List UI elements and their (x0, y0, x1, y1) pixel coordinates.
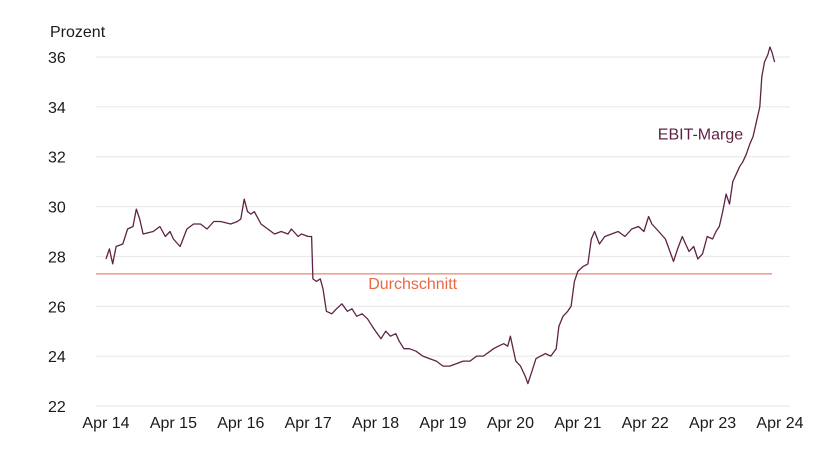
y-tick-label-26: 26 (48, 299, 66, 316)
x-tick-label-3: Apr 17 (285, 415, 332, 432)
y-tick-label-30: 30 (48, 200, 66, 217)
x-tick-label-6: Apr 20 (487, 415, 534, 432)
y-tick-label-36: 36 (48, 50, 66, 67)
y-tick-labels: 22 24 26 28 30 32 34 36 (48, 50, 66, 416)
series-label-ebit-marge: EBIT-Marge (658, 126, 743, 143)
y-axis-title: Prozent (50, 24, 106, 41)
x-tick-label-7: Apr 21 (554, 415, 601, 432)
x-tick-labels: Apr 14 Apr 15 Apr 16 Apr 17 Apr 18 Apr 19 Apr … (82, 415, 803, 432)
y-tick-label-28: 28 (48, 249, 66, 266)
y-tick-label-34: 34 (48, 100, 66, 117)
x-tick-label-9: Apr 23 (689, 415, 736, 432)
y-tick-label-22: 22 (48, 399, 66, 416)
x-tick-label-4: Apr 18 (352, 415, 399, 432)
series-line-0 (105, 46, 776, 385)
annotations: EBIT-Marge Durchschnitt (368, 126, 743, 293)
y-tick-label-32: 32 (48, 150, 66, 167)
average-label: Durchschnitt (368, 276, 457, 293)
x-tick-label-0: Apr 14 (82, 415, 129, 432)
x-tick-label-1: Apr 15 (150, 415, 197, 432)
x-tick-label-8: Apr 22 (622, 415, 669, 432)
grid-lines (96, 56, 790, 407)
series-group (105, 46, 776, 385)
x-tick-label-2: Apr 16 (217, 415, 264, 432)
x-tick-label-5: Apr 19 (419, 415, 466, 432)
x-tick-label-10: Apr 24 (756, 415, 803, 432)
y-tick-label-24: 24 (48, 349, 66, 366)
